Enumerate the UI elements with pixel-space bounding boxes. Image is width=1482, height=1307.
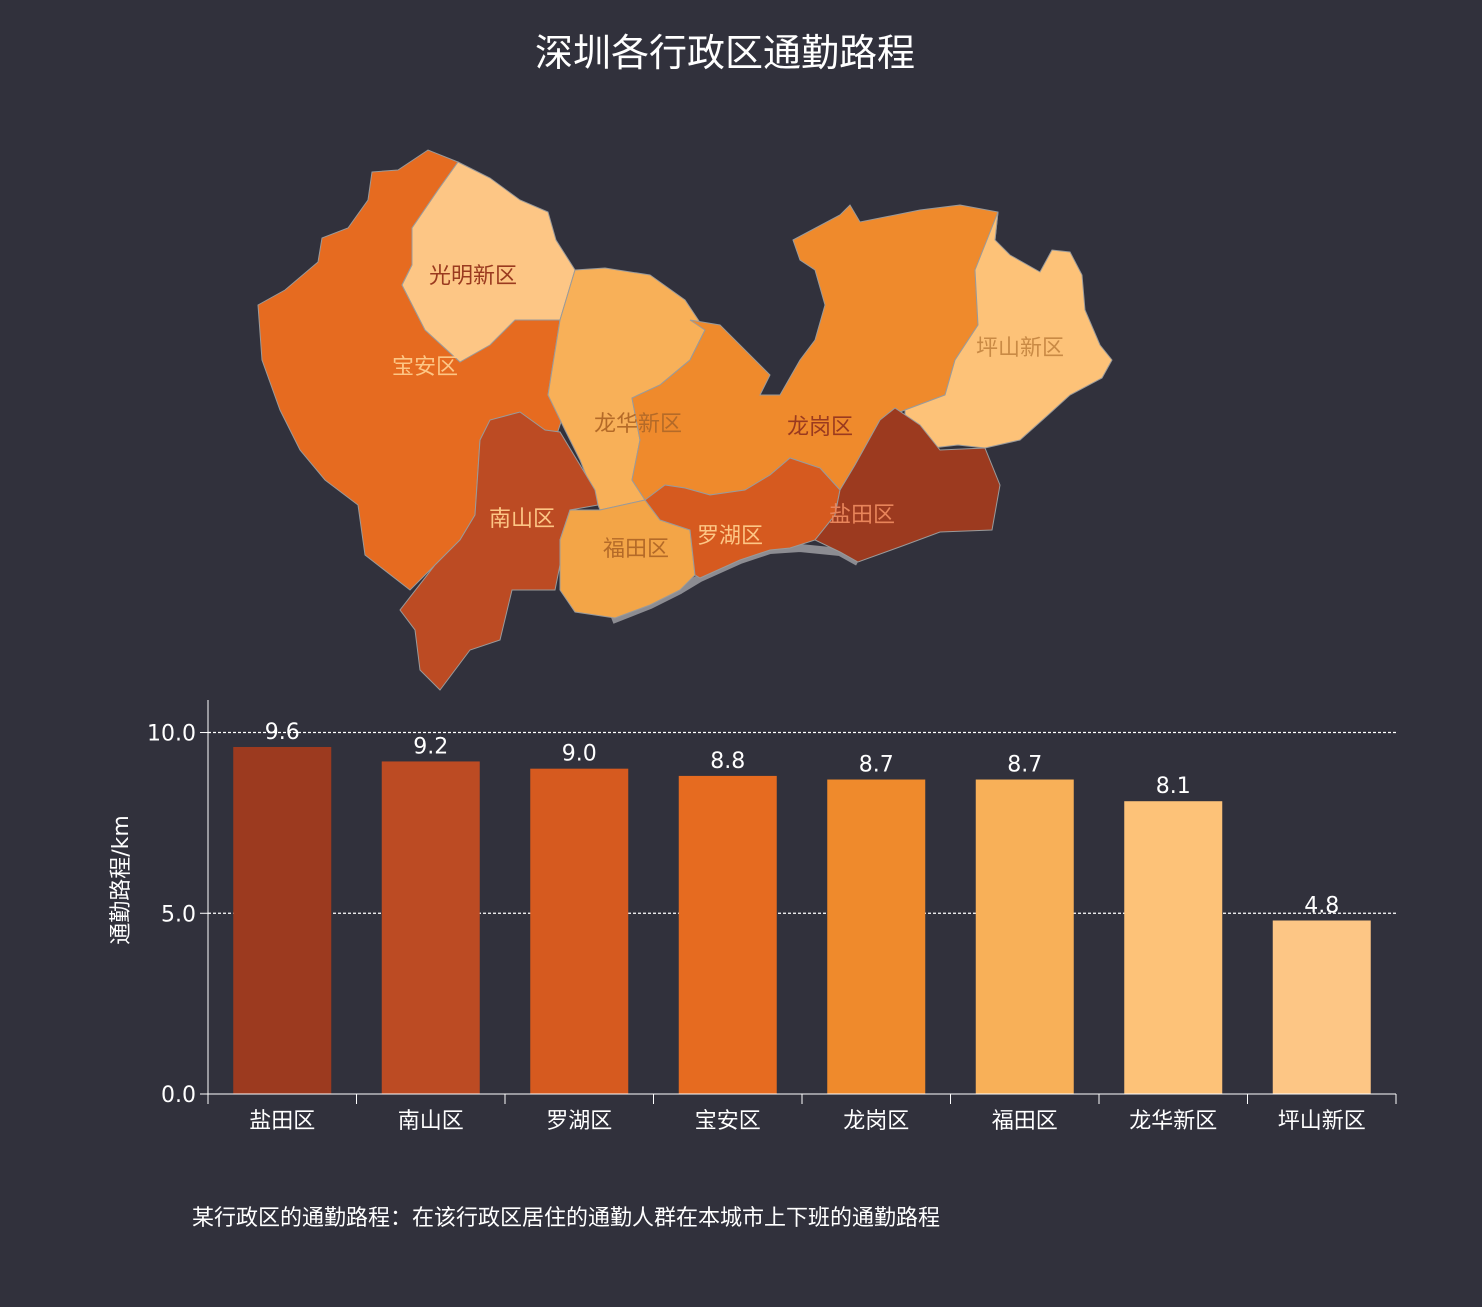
map-label: 光明新区 <box>429 264 517 289</box>
bar[interactable] <box>678 775 777 1094</box>
map-label: 罗湖区 <box>697 524 763 549</box>
map-region-guangming[interactable] <box>401 161 576 363</box>
data-label: 9.2 <box>413 734 448 759</box>
bar[interactable] <box>975 779 1074 1094</box>
x-tick-label: 坪山新区 <box>1278 1109 1366 1134</box>
bar[interactable] <box>1124 801 1223 1094</box>
y-tick-label: 10.0 <box>147 722 196 747</box>
map-region-yantian[interactable] <box>814 407 1001 563</box>
x-tick-label: 罗湖区 <box>546 1109 612 1134</box>
data-label: 8.7 <box>859 753 894 778</box>
x-tick-label: 盐田区 <box>249 1109 315 1134</box>
y-axis-label: 通勤路程/km <box>109 815 134 945</box>
map-label: 南山区 <box>489 507 555 532</box>
x-tick-label: 龙华新区 <box>1129 1109 1217 1134</box>
bar[interactable] <box>530 768 629 1094</box>
footnote: 某行政区的通勤路程：在该行政区居住的通勤人群在本城市上下班的通勤路程 <box>192 1206 941 1231</box>
map-label: 宝安区 <box>392 355 458 380</box>
district-map: 光明新区 宝安区 龙华新区 龙岗区 坪山新区 南山区 福田区 罗湖区 盐田区 <box>257 149 1113 691</box>
map-label: 龙华新区 <box>594 412 682 437</box>
map-label: 盐田区 <box>829 503 895 528</box>
map-label: 坪山新区 <box>976 336 1064 361</box>
bar[interactable] <box>233 746 332 1094</box>
x-tick-label: 南山区 <box>398 1109 464 1134</box>
y-tick-label: 5.0 <box>161 902 196 927</box>
bar[interactable] <box>381 761 480 1094</box>
page-title: 深圳各行政区通勤路程 <box>534 31 915 75</box>
data-label: 9.6 <box>265 720 300 745</box>
data-label: 8.7 <box>1007 753 1042 778</box>
data-label: 4.8 <box>1304 893 1339 918</box>
x-tick-label: 福田区 <box>992 1109 1058 1134</box>
data-label: 9.0 <box>562 742 597 767</box>
x-tick-label: 宝安区 <box>695 1109 761 1134</box>
y-tick-label: 0.0 <box>161 1083 196 1108</box>
bar[interactable] <box>1272 920 1371 1094</box>
map-region-pingshan[interactable] <box>904 211 1113 451</box>
data-label: 8.1 <box>1156 774 1191 799</box>
map-region-nanshan[interactable] <box>399 411 599 691</box>
map-label: 福田区 <box>603 537 669 562</box>
map-label: 龙岗区 <box>787 415 853 440</box>
x-tick-label: 龙岗区 <box>843 1109 909 1134</box>
data-label: 8.8 <box>710 749 745 774</box>
bar[interactable] <box>827 779 926 1094</box>
